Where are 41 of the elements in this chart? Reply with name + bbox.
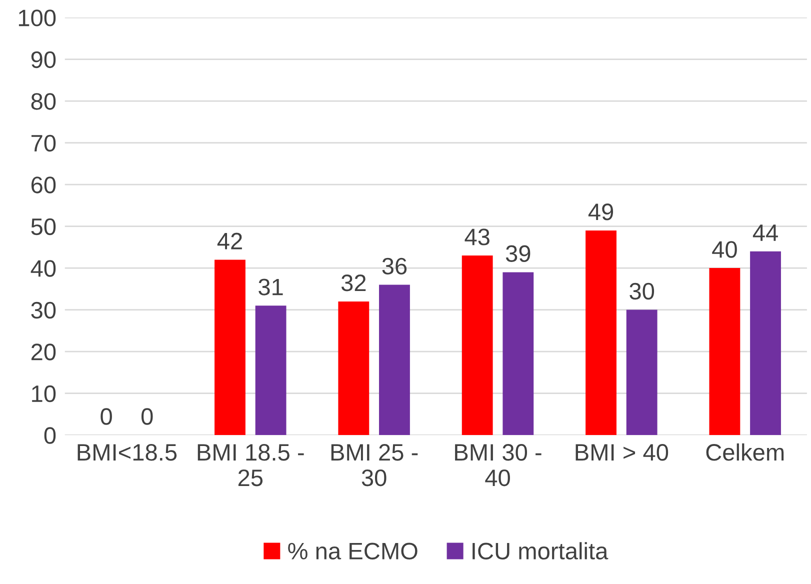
bar — [586, 230, 616, 436]
x-tick-label: BMI 30 - 40 — [455, 444, 542, 486]
bar — [255, 306, 286, 436]
data-label: 39 — [506, 245, 530, 262]
y-tick-label: 70 — [31, 134, 56, 152]
x-tick-label: BMI 18.5 - 25 — [198, 444, 304, 486]
bar — [379, 284, 410, 436]
y-tick-label: 10 — [32, 385, 56, 402]
bar — [709, 268, 740, 436]
y-tick-label: 100 — [18, 10, 56, 26]
data-label: 0 — [100, 408, 112, 425]
y-tick-label: 30 — [31, 302, 56, 319]
data-label: 31 — [258, 278, 283, 296]
data-label: 40 — [712, 241, 737, 258]
y-tick-label: 0 — [44, 427, 56, 444]
y-tick-label: 40 — [30, 260, 56, 277]
bar — [626, 310, 658, 436]
data-label: 0 — [141, 408, 153, 425]
data-label: 43 — [464, 228, 490, 246]
y-tick-label: 60 — [31, 176, 56, 194]
data-label: 49 — [588, 204, 614, 220]
bar — [750, 251, 781, 436]
x-tick-label: BMI > 40 — [576, 444, 668, 461]
legend-label: % na ECMO — [288, 542, 418, 560]
data-label: 42 — [217, 232, 242, 250]
x-tick-label: BMI<18.5 — [78, 444, 177, 461]
y-tick-label: 50 — [31, 218, 56, 236]
bar — [214, 260, 246, 436]
y-tick-label: 90 — [31, 51, 56, 68]
legend-label: ICU mortalita — [472, 542, 608, 560]
data-label: 44 — [752, 224, 778, 241]
bar — [462, 256, 493, 436]
data-label: 30 — [630, 282, 654, 300]
x-tick-label: Celkem — [706, 443, 784, 461]
y-tick-label: 20 — [31, 344, 56, 360]
data-label: 32 — [341, 274, 366, 292]
bar — [502, 272, 534, 436]
bar — [338, 301, 370, 436]
x-tick-label: BMI 25 - 30 — [331, 444, 418, 486]
data-label: 36 — [382, 258, 407, 275]
y-tick-label: 80 — [31, 93, 56, 110]
